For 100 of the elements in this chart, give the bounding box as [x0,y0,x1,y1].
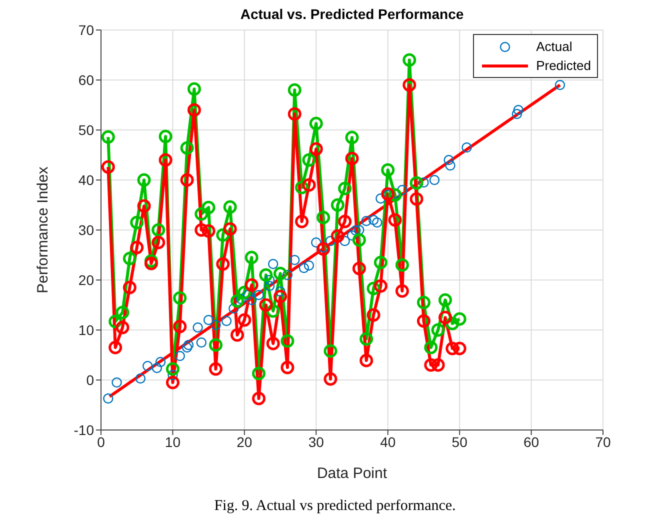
point [354,224,364,236]
point [346,230,358,241]
point [122,280,136,294]
point [196,337,206,348]
x-tick-label: 30 [308,434,324,450]
y-tick-label: 30 [78,222,94,238]
legend-label: Predicted [536,58,591,73]
point [152,223,166,237]
point [360,332,374,346]
point [173,320,187,334]
point [395,258,409,272]
point [288,107,302,121]
point [101,160,115,174]
point [187,82,201,96]
point [418,177,429,188]
caption: Fig. 9. Actual vs predicted performance. [213,498,457,515]
point [202,224,216,238]
point [274,266,288,280]
x-tick-label: 20 [236,434,252,450]
x-tick-label: 50 [452,434,468,450]
x-tick-label: 0 [97,434,106,450]
y-tick-label: 10 [78,322,94,338]
x-tick-label: 60 [523,434,540,450]
point [360,354,374,368]
x-axis-title: Data Point [316,465,388,482]
point [350,225,361,236]
point [424,340,438,354]
point [309,116,323,130]
point [264,274,275,286]
point [166,362,180,376]
point [230,294,244,308]
point [236,294,246,304]
y-tick-label: 0 [86,372,94,388]
point [238,313,252,327]
point [252,392,266,406]
point [194,207,208,221]
y-tick-label: 40 [78,172,94,188]
point [266,336,280,350]
point [431,323,445,337]
x-tick-label: 40 [380,434,396,450]
point [462,142,472,153]
point [330,229,344,243]
y-tick-label: 70 [78,22,94,38]
point [512,108,522,120]
point [395,284,409,298]
point [228,303,239,314]
point [288,83,302,97]
point [452,342,466,356]
point [152,362,162,374]
point [513,104,524,116]
point [137,173,151,187]
point [116,320,130,334]
point [352,233,366,247]
point [311,237,322,248]
point [155,356,166,368]
point [402,53,416,67]
point [210,320,221,330]
point [388,213,402,227]
point [221,316,232,326]
point [316,210,330,224]
point [438,293,452,307]
y-tick-label: 20 [78,272,94,288]
point [445,160,456,171]
point [416,314,430,328]
point [438,310,452,324]
point [280,360,294,374]
point [366,308,380,322]
y-tick-label: -10 [74,422,94,438]
point [431,358,445,372]
point [330,198,344,212]
point [203,314,214,326]
point [410,192,424,206]
point [274,290,288,304]
point [372,217,382,228]
point [304,260,314,271]
point [230,328,244,342]
point [187,103,201,117]
point [446,342,460,356]
point [410,176,424,190]
point [192,322,203,333]
point [130,240,144,254]
point [242,290,254,300]
point [112,377,122,388]
y-axis-title: Performance Index [34,166,52,294]
point [137,199,151,213]
point [345,130,359,144]
point [152,236,166,250]
point [361,216,372,226]
point [208,362,222,376]
point [174,350,185,362]
point [158,130,172,144]
point [429,174,440,186]
point [135,373,146,384]
point [275,286,286,297]
chart-title: Actual vs. Predicted Performance [239,6,465,22]
y-tick-label: 50 [78,122,94,138]
point [166,376,180,390]
point [338,182,352,196]
y-tick-label: 60 [78,72,94,88]
point [244,278,258,292]
